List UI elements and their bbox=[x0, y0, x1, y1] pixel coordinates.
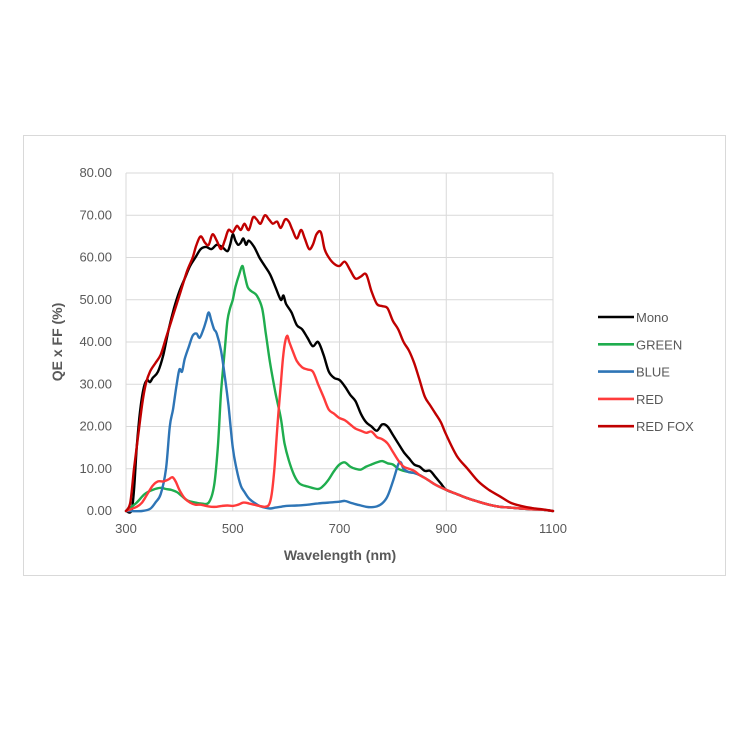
series-lines bbox=[124, 214, 555, 514]
y-tick-label: 80.00 bbox=[79, 165, 112, 180]
series-line-red-fox bbox=[124, 214, 555, 513]
y-tick-label: 60.00 bbox=[79, 250, 112, 265]
legend-label-blue: BLUE bbox=[636, 365, 670, 380]
y-axis-ticks: 0.00 10.00 20.00 30.00 40.00 50.00 60.00 70.00 8… bbox=[79, 165, 112, 518]
y-tick-label: 50.00 bbox=[79, 292, 112, 307]
y-tick-label: 20.00 bbox=[79, 419, 112, 434]
legend: Mono GREEN BLUE RED RED FOX bbox=[598, 310, 694, 434]
chart-frame: 0.00 10.00 20.00 30.00 40.00 50.00 60.00 70.00 8… bbox=[23, 135, 726, 576]
x-tick-label: 900 bbox=[435, 521, 457, 536]
x-axis-ticks: 300 500 700 900 1100 bbox=[115, 521, 567, 536]
x-axis-title: Wavelength (nm) bbox=[284, 547, 396, 563]
x-tick-label: 1100 bbox=[539, 521, 567, 536]
grid bbox=[125, 172, 554, 512]
series-line-mono bbox=[124, 233, 555, 514]
x-tick-label: 300 bbox=[115, 521, 137, 536]
x-tick-label: 700 bbox=[329, 521, 351, 536]
legend-label-red: RED bbox=[636, 392, 663, 407]
y-tick-label: 0.00 bbox=[87, 503, 112, 518]
y-axis-title: QE x FF (%) bbox=[49, 303, 65, 382]
legend-label-green: GREEN bbox=[636, 337, 682, 352]
series-line-red bbox=[124, 334, 555, 513]
legend-label-mono: Mono bbox=[636, 310, 669, 325]
legend-label-red-fox: RED FOX bbox=[636, 419, 694, 434]
y-tick-label: 30.00 bbox=[79, 376, 112, 391]
y-tick-label: 70.00 bbox=[79, 207, 112, 222]
y-tick-label: 10.00 bbox=[79, 461, 112, 476]
y-tick-label: 40.00 bbox=[79, 334, 112, 349]
qe-chart: 0.00 10.00 20.00 30.00 40.00 50.00 60.00 70.00 8… bbox=[49, 165, 694, 563]
x-tick-label: 500 bbox=[222, 521, 244, 536]
